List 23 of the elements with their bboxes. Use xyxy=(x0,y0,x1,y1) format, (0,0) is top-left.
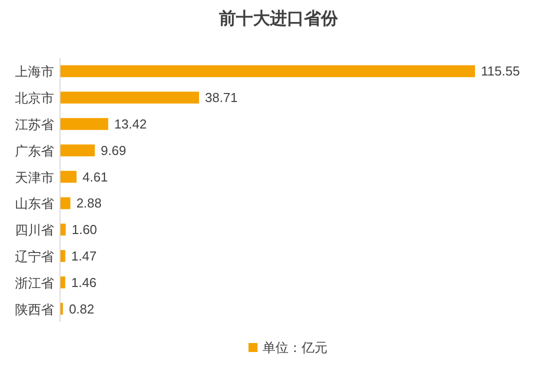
data-label: 1.60 xyxy=(72,222,98,238)
data-label: 9.69 xyxy=(100,142,126,158)
category-label: 辽宁省 xyxy=(15,249,54,264)
data-label: 4.61 xyxy=(82,169,108,184)
legend-item: 单位：亿元 xyxy=(248,340,328,355)
legend-label: 单位：亿元 xyxy=(262,340,328,355)
data-label: 115.55 xyxy=(481,64,520,79)
data-label: 2.88 xyxy=(76,196,102,211)
data-label: 1.47 xyxy=(71,248,97,264)
category-label: 山东省 xyxy=(15,196,54,212)
data-label: 0.82 xyxy=(68,301,94,316)
data-label: 38.71 xyxy=(205,90,238,106)
category-label: 上海市 xyxy=(15,64,54,80)
category-label: 四川省 xyxy=(15,222,54,238)
category-label: 浙江省 xyxy=(15,275,54,290)
category-label: 天津市 xyxy=(15,170,54,185)
title: 前十大进口省份 xyxy=(219,9,338,28)
category-label: 陕西省 xyxy=(15,302,54,317)
category-label: 北京市 xyxy=(15,90,54,106)
category-label: 广东省 xyxy=(15,143,54,158)
data-label: 1.46 xyxy=(71,274,97,290)
data-label: 13.42 xyxy=(114,116,147,132)
category-label: 江苏省 xyxy=(15,117,54,132)
